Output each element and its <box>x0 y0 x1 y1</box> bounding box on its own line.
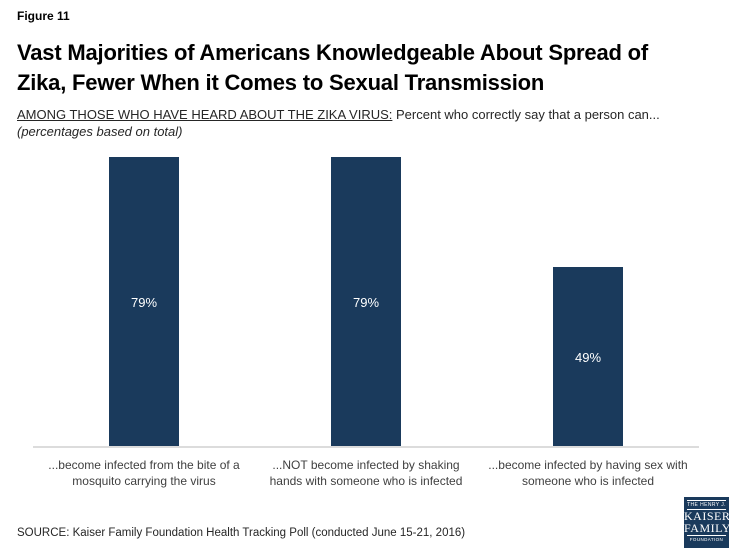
subtitle-underlined: AMONG THOSE WHO HAVE HEARD ABOUT THE ZIK… <box>17 107 393 122</box>
bar-slot: 79% <box>255 80 477 447</box>
subtitle-normal: Percent who correctly say that a person … <box>392 107 660 122</box>
chart-title-line1: Vast Majorities of Americans Knowledgeab… <box>17 40 649 65</box>
chart-subtitle: AMONG THOSE WHO HAVE HEARD ABOUT THE ZIK… <box>17 106 719 140</box>
bar-value-label: 49% <box>574 349 602 365</box>
kff-logo-name-line2: FAMILY <box>684 521 731 535</box>
bar-value-label: 79% <box>352 294 380 310</box>
bar: 79% <box>109 157 179 447</box>
bar-slot: 49% <box>477 80 699 447</box>
kff-logo-bottom-text: FOUNDATION <box>687 535 726 542</box>
category-label: ...become infected from the bite of a mo… <box>48 458 240 488</box>
category-label: ...become infected by having sex with so… <box>488 458 688 488</box>
kff-logo-top-text: THE HENRY J. <box>687 500 726 510</box>
source-text: SOURCE: Kaiser Family Foundation Health … <box>17 527 466 539</box>
bar-value-label: 79% <box>130 294 158 310</box>
plot-area: 79% 79% 49% <box>33 80 699 447</box>
bar-slot: 79% <box>33 80 255 447</box>
bar: 49% <box>553 267 623 447</box>
category-label: ...NOT become infected by shaking hands … <box>269 458 463 488</box>
subtitle-italic: (percentages based on total) <box>17 124 183 139</box>
kff-logo-name-line1: KAISER <box>684 509 731 523</box>
chart-title-line2: Zika, Fewer When it Comes to Sexual Tran… <box>17 70 545 95</box>
x-axis-line <box>33 446 699 448</box>
chart-title: Vast Majorities of Americans Knowledgeab… <box>17 38 723 98</box>
figure-label: Figure 11 <box>17 9 70 23</box>
kff-logo: THE HENRY J. KAISER FAMILY FOUNDATION <box>684 497 731 548</box>
category-labels: ...become infected from the bite of a mo… <box>33 457 699 489</box>
bar: 79% <box>331 157 401 447</box>
